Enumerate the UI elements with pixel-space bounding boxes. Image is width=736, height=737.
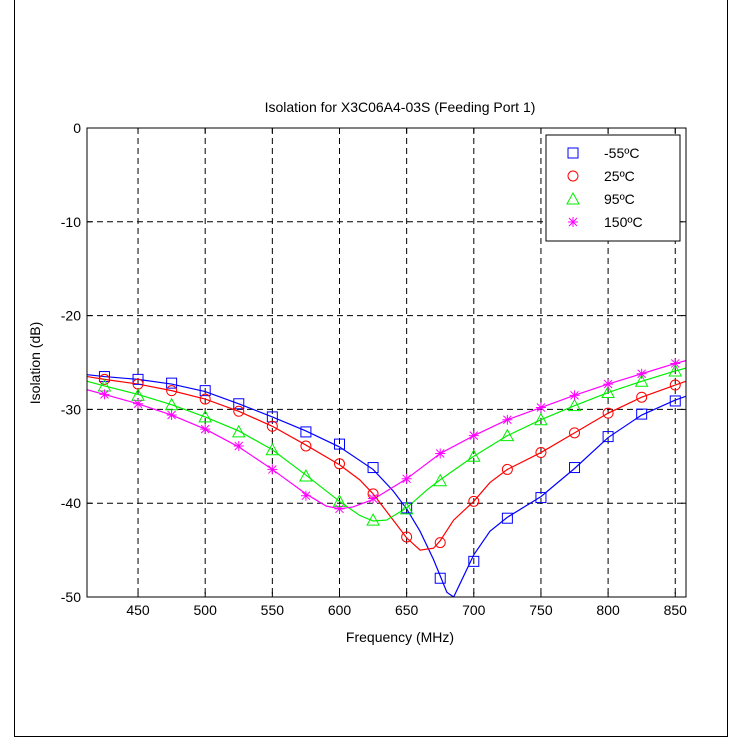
x-tick-label: 800 [596, 602, 620, 618]
y-tick-label: -30 [61, 401, 81, 417]
data-point-star [133, 399, 143, 409]
legend-marker-star [568, 217, 578, 227]
data-point-star [536, 403, 546, 413]
legend-label: 150ºC [604, 214, 643, 230]
chart-title: Isolation for X3C06A4-03S (Feeding Port … [265, 99, 536, 115]
x-tick-label: 450 [126, 602, 150, 618]
data-point-star [637, 369, 647, 379]
x-axis-label: Frequency (MHz) [346, 629, 454, 645]
y-tick-label: 0 [73, 120, 81, 136]
y-tick-label: -10 [61, 214, 81, 230]
y-axis-label: Isolation (dB) [27, 322, 43, 404]
data-point-star [334, 504, 344, 514]
data-point-star [99, 389, 109, 399]
x-tick-label: 750 [529, 602, 553, 618]
y-tick-label: -40 [61, 495, 81, 511]
x-tick-label: 850 [664, 602, 688, 618]
data-point-star [200, 424, 210, 434]
legend-label: 25ºC [604, 168, 635, 184]
data-point-star [167, 410, 177, 420]
legend-label: 95ºC [604, 191, 635, 207]
data-point-star [301, 491, 311, 501]
legend: -55ºC 25ºC 95ºC 150ºC [546, 135, 680, 241]
data-point-star [603, 379, 613, 389]
y-tick-label: -20 [61, 308, 81, 324]
data-point-star [368, 494, 378, 504]
x-tick-label: 550 [261, 602, 285, 618]
data-point-star [469, 431, 479, 441]
x-tick-label: 500 [194, 602, 218, 618]
data-point-star [570, 390, 580, 400]
x-tick-label: 650 [395, 602, 419, 618]
data-point-star [234, 441, 244, 451]
y-tick-label: -50 [61, 589, 81, 605]
x-tick-label: 700 [462, 602, 486, 618]
data-point-star [435, 448, 445, 458]
data-point-star [402, 474, 412, 484]
x-tick-label: 600 [328, 602, 352, 618]
legend-label: -55ºC [604, 145, 639, 161]
data-point-star [670, 358, 680, 368]
data-point-star [502, 415, 512, 425]
data-point-star [267, 464, 277, 474]
